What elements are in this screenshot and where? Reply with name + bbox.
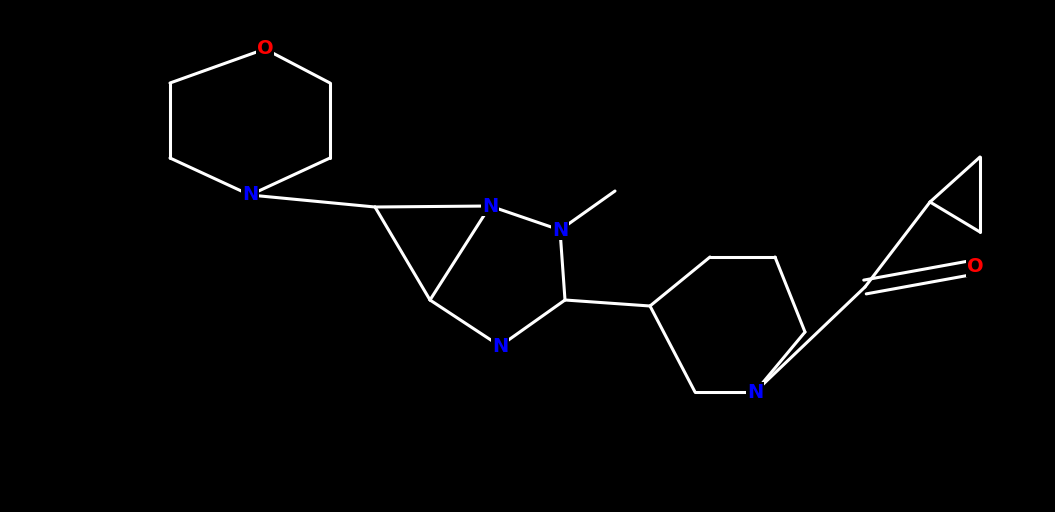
Text: N: N	[242, 185, 258, 204]
Text: N: N	[482, 197, 498, 216]
Text: O: O	[966, 258, 983, 276]
Text: O: O	[256, 39, 273, 58]
Text: N: N	[492, 336, 509, 355]
Text: N: N	[552, 221, 569, 240]
Text: N: N	[747, 382, 763, 401]
